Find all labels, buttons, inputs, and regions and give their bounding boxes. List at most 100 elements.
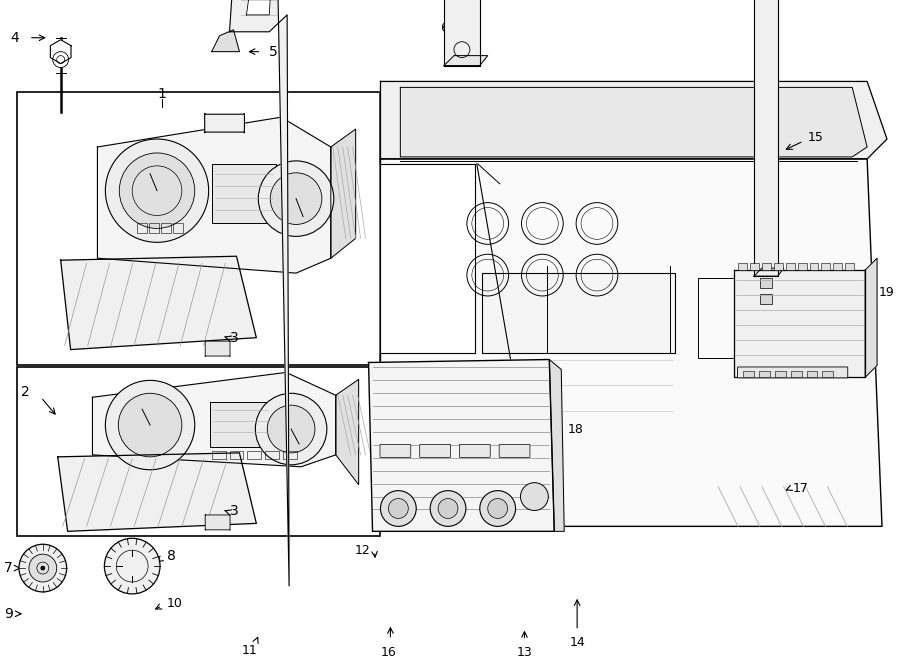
Polygon shape [444,56,488,65]
Text: 17: 17 [793,482,808,495]
Bar [806,371,817,377]
Text: 3: 3 [230,330,238,344]
Circle shape [104,538,160,594]
FancyBboxPatch shape [380,444,410,457]
Polygon shape [549,360,564,531]
Circle shape [381,490,416,526]
Bar [809,263,818,270]
Polygon shape [734,270,865,377]
Circle shape [105,380,194,470]
Bar [759,371,769,377]
Circle shape [430,490,466,526]
Text: 8: 8 [167,549,176,563]
Text: 2: 2 [21,385,30,399]
Circle shape [120,153,194,229]
Circle shape [53,52,68,67]
Text: 13: 13 [517,646,533,658]
Text: 6: 6 [441,20,450,35]
Polygon shape [865,258,878,377]
Polygon shape [381,159,882,526]
Circle shape [488,498,508,518]
Bar [137,223,147,233]
Circle shape [19,544,67,592]
Bar [743,371,754,377]
Bar [17,368,381,536]
Text: 3: 3 [230,504,238,518]
Bar [774,263,783,270]
Bar [173,223,183,233]
Text: 10: 10 [167,598,183,610]
Bar [797,263,806,270]
Circle shape [256,393,327,465]
Bar [17,93,381,366]
Bar [833,263,842,270]
Text: 1: 1 [158,87,166,101]
Text: 12: 12 [355,544,371,557]
Polygon shape [97,117,331,273]
Bar [161,223,171,233]
Text: 15: 15 [807,131,824,143]
Bar [266,451,279,459]
Text: 16: 16 [381,646,396,658]
Bar [698,278,862,358]
Bar [212,451,226,459]
Polygon shape [50,40,71,63]
Polygon shape [212,30,239,52]
Circle shape [267,405,315,453]
Bar [761,263,770,270]
Bar [760,278,772,288]
Bar [212,164,276,223]
Text: 14: 14 [569,636,585,648]
Polygon shape [336,379,358,485]
Polygon shape [400,87,867,157]
Text: 5: 5 [269,45,278,59]
Bar [149,223,159,233]
Bar [760,294,772,304]
Bar [210,403,271,447]
Polygon shape [247,0,271,15]
Circle shape [258,161,334,237]
Text: 4: 4 [10,31,19,45]
Circle shape [40,566,45,570]
Bar [822,263,831,270]
Bar [482,273,675,352]
Polygon shape [58,453,256,531]
Text: 9: 9 [4,607,13,621]
Circle shape [438,498,458,518]
Polygon shape [444,0,480,65]
Text: 11: 11 [241,644,257,656]
Circle shape [520,483,548,510]
Text: 18: 18 [567,422,583,436]
Circle shape [29,554,57,582]
Polygon shape [230,0,289,586]
Bar [790,371,802,377]
FancyBboxPatch shape [459,444,490,457]
Bar [750,263,759,270]
FancyBboxPatch shape [205,340,230,356]
Bar [845,263,854,270]
Bar [738,263,747,270]
Polygon shape [93,372,336,467]
Bar [284,451,297,459]
Polygon shape [381,81,887,159]
Polygon shape [754,0,778,276]
Polygon shape [331,129,356,258]
Text: 7: 7 [4,561,13,575]
Bar [823,371,833,377]
Bar [248,451,261,459]
Bar [775,371,786,377]
Polygon shape [369,360,554,531]
Bar [786,263,795,270]
FancyBboxPatch shape [737,367,848,378]
Polygon shape [381,164,475,352]
FancyBboxPatch shape [500,444,530,457]
FancyBboxPatch shape [204,113,245,133]
Circle shape [480,490,516,526]
Circle shape [118,393,182,457]
Polygon shape [60,256,256,350]
Circle shape [105,139,209,243]
FancyBboxPatch shape [205,514,230,530]
Polygon shape [754,268,784,276]
Circle shape [270,173,322,225]
FancyBboxPatch shape [419,444,451,457]
